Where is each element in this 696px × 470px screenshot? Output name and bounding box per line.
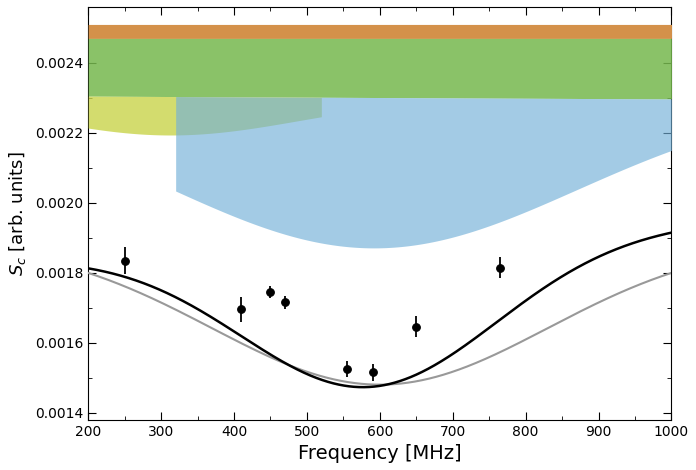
X-axis label: Frequency [MHz]: Frequency [MHz] bbox=[298, 444, 461, 463]
Y-axis label: $S_c$ [arb. units]: $S_c$ [arb. units] bbox=[7, 151, 28, 275]
